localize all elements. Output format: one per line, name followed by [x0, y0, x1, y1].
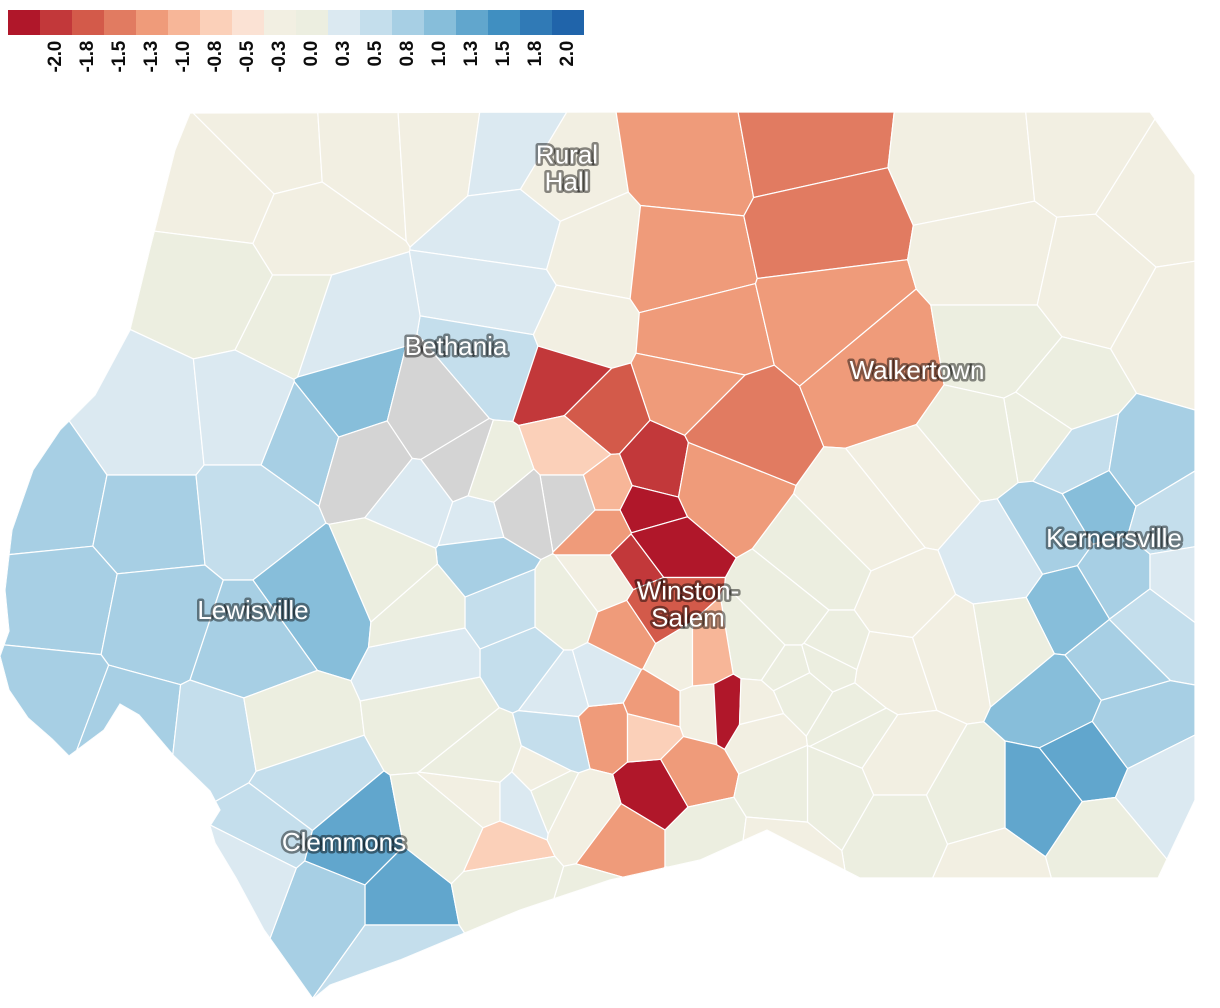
svg-text:Winston-: Winston-: [637, 576, 740, 606]
svg-text:Kernersville: Kernersville: [1046, 523, 1182, 553]
svg-text:Lewisville: Lewisville: [197, 595, 308, 625]
svg-text:Bethania: Bethania: [405, 331, 508, 361]
svg-text:Walkertown: Walkertown: [850, 355, 985, 385]
svg-text:Rural: Rural: [536, 140, 598, 170]
svg-text:Salem: Salem: [651, 603, 725, 633]
svg-text:Hall: Hall: [545, 167, 590, 197]
svg-text:Clemmons: Clemmons: [282, 827, 406, 857]
